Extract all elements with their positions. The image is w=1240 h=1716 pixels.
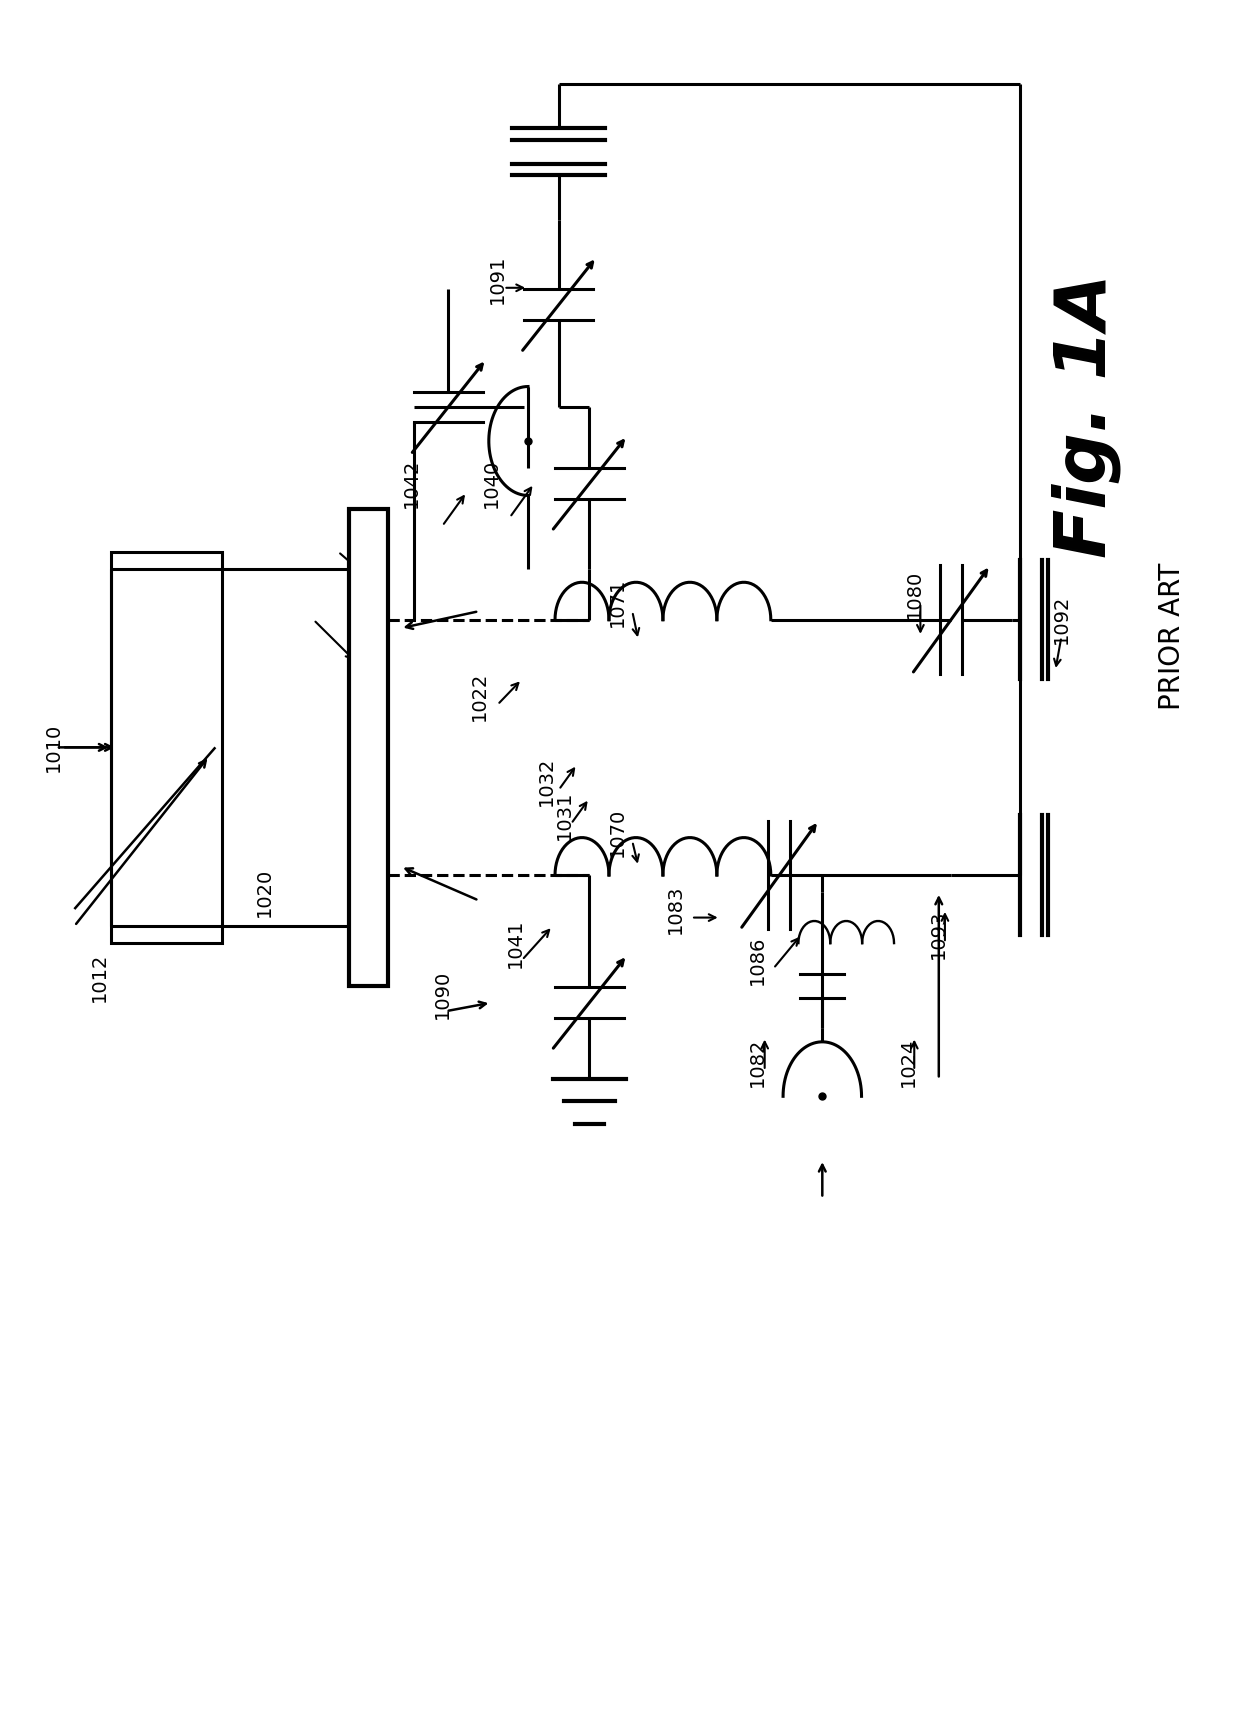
Text: 1040: 1040 (482, 458, 501, 508)
Text: 1022: 1022 (470, 671, 489, 721)
Text: 1020: 1020 (255, 867, 274, 916)
Text: 1083: 1083 (666, 884, 684, 934)
Text: 1092: 1092 (1052, 595, 1071, 645)
Text: 1041: 1041 (506, 918, 526, 968)
Text: 1031: 1031 (556, 791, 574, 841)
Text: 1070: 1070 (608, 808, 627, 856)
Text: 1082: 1082 (748, 1038, 766, 1086)
Text: 1032: 1032 (537, 757, 556, 807)
Text: 1093: 1093 (929, 909, 949, 959)
Text: 1090: 1090 (433, 970, 451, 1019)
Text: PRIOR ART: PRIOR ART (1158, 563, 1185, 710)
Text: Fig. 1A: Fig. 1A (1052, 273, 1121, 558)
Text: 1024: 1024 (899, 1038, 918, 1086)
Text: 1086: 1086 (748, 935, 766, 985)
Bar (112, 551, 222, 944)
Text: 1012: 1012 (89, 952, 108, 1002)
Bar (348, 510, 388, 985)
Text: 1042: 1042 (402, 458, 422, 508)
Text: 1071: 1071 (608, 578, 627, 628)
Text: 1091: 1091 (487, 254, 507, 304)
Text: 1080: 1080 (905, 570, 924, 619)
Text: 1010: 1010 (45, 722, 63, 772)
